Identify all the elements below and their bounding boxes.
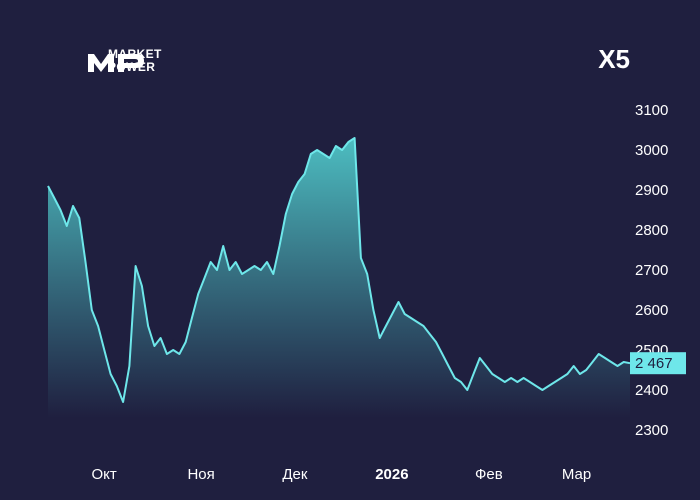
x-tick-label: 2026 — [375, 466, 408, 483]
x-tick-label: Мар — [562, 466, 591, 483]
y-tick-label: 2700 — [635, 262, 668, 279]
x-axis-ticks: Окт Ноя Дек 2026 Фев Мар — [91, 466, 591, 483]
y-tick-label: 2400 — [635, 382, 668, 399]
brand-line-2: POWER — [108, 60, 156, 74]
y-tick-label: 3000 — [635, 142, 668, 159]
y-tick-label: 2800 — [635, 222, 668, 239]
last-price-label: 2 467 — [635, 355, 673, 372]
last-price-badge — [630, 352, 686, 375]
brand-line-1: MARKET — [108, 47, 162, 61]
x-tick-label: Ноя — [187, 466, 214, 483]
y-tick-label: 2900 — [635, 182, 668, 199]
x-tick-label: Окт — [91, 466, 116, 483]
y-tick-label: 3100 — [635, 102, 668, 119]
x-tick-label: Фев — [475, 466, 503, 483]
last-price-tag: 2 467 — [630, 352, 686, 375]
brand-name: MARKET POWER — [108, 48, 198, 76]
price-line — [47, 137, 631, 403]
price-area — [48, 138, 630, 418]
x-tick-label: Дек — [282, 466, 308, 483]
y-tick-label: 2600 — [635, 302, 668, 319]
y-tick-label: 2300 — [635, 422, 668, 439]
market-power-logo-icon — [88, 54, 144, 72]
price-area-group — [47, 137, 631, 418]
ticker-symbol: X5 — [598, 44, 630, 74]
